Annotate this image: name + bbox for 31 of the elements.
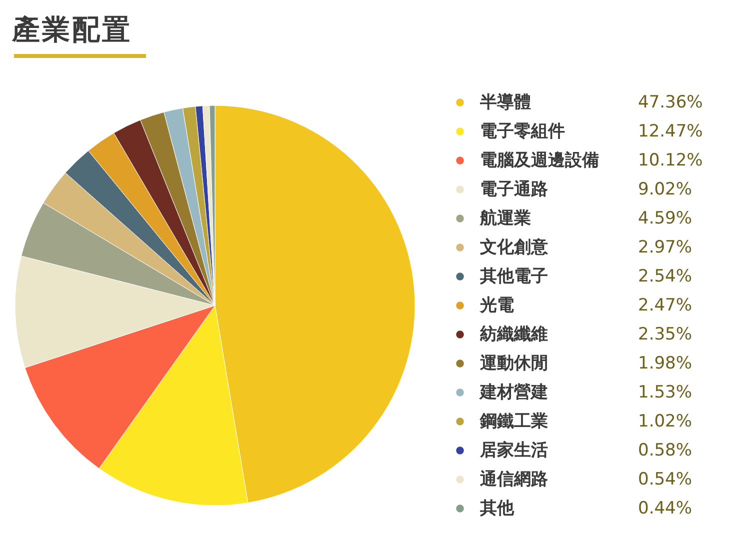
chart-title: 產業配置 (12, 12, 132, 48)
data-label: 2.54% (638, 266, 692, 286)
legend-label: 半導體 (479, 92, 531, 112)
legend-label: 光電 (479, 296, 514, 316)
data-label: 12.47% (638, 122, 703, 142)
data-label: 1.53% (638, 382, 692, 402)
data-label: 9.02% (638, 180, 692, 200)
legend-label: 電子通路 (480, 180, 548, 200)
data-label: 47.36% (638, 92, 703, 112)
legend-label: 建材營建 (478, 382, 548, 402)
data-label: 0.58% (638, 440, 692, 460)
data-label: 0.44% (638, 498, 692, 518)
data-label: 2.97% (638, 238, 692, 258)
legend-label: 鋼鐵工業 (479, 412, 548, 432)
data-label: 10.12% (638, 150, 703, 170)
data-label: 0.54% (638, 470, 692, 490)
data-label: 4.59% (638, 208, 692, 228)
legend-label: 運動休閒 (479, 354, 548, 374)
legend-label: 航運業 (479, 208, 531, 228)
legend-label: 通信網路 (479, 470, 548, 490)
legend-label: 其他 (479, 498, 515, 518)
legend-label: 其他電子 (479, 266, 548, 286)
data-label: 1.02% (638, 412, 692, 432)
legend-label: 文化創意 (479, 238, 549, 258)
data-label: 2.47% (638, 296, 692, 316)
legend-label: 電子零組件 (480, 122, 565, 142)
legend-label: 紡織纖維 (479, 324, 548, 344)
legend-label: 電腦及週邊設備 (480, 150, 599, 170)
data-label: 2.35% (638, 324, 692, 344)
legend-label: 居家生活 (479, 440, 548, 460)
data-label: 1.98% (638, 354, 692, 374)
